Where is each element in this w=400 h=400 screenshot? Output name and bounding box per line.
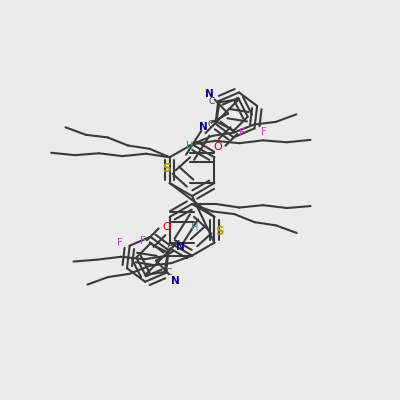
Text: C: C	[166, 268, 172, 278]
Text: H: H	[190, 223, 198, 233]
Text: O: O	[213, 142, 222, 152]
Text: C: C	[208, 97, 215, 106]
Text: N: N	[199, 122, 208, 132]
Text: O: O	[162, 222, 171, 232]
Text: N: N	[204, 88, 213, 98]
Text: N: N	[171, 276, 180, 286]
Text: H: H	[186, 142, 194, 152]
Text: N: N	[176, 242, 185, 252]
Text: S: S	[162, 162, 170, 175]
Text: F: F	[239, 128, 244, 138]
Text: C: C	[207, 120, 213, 129]
Text: S: S	[215, 225, 224, 238]
Text: C: C	[167, 245, 173, 254]
Text: F: F	[140, 236, 146, 246]
Text: F: F	[262, 127, 267, 137]
Text: F: F	[117, 238, 123, 248]
